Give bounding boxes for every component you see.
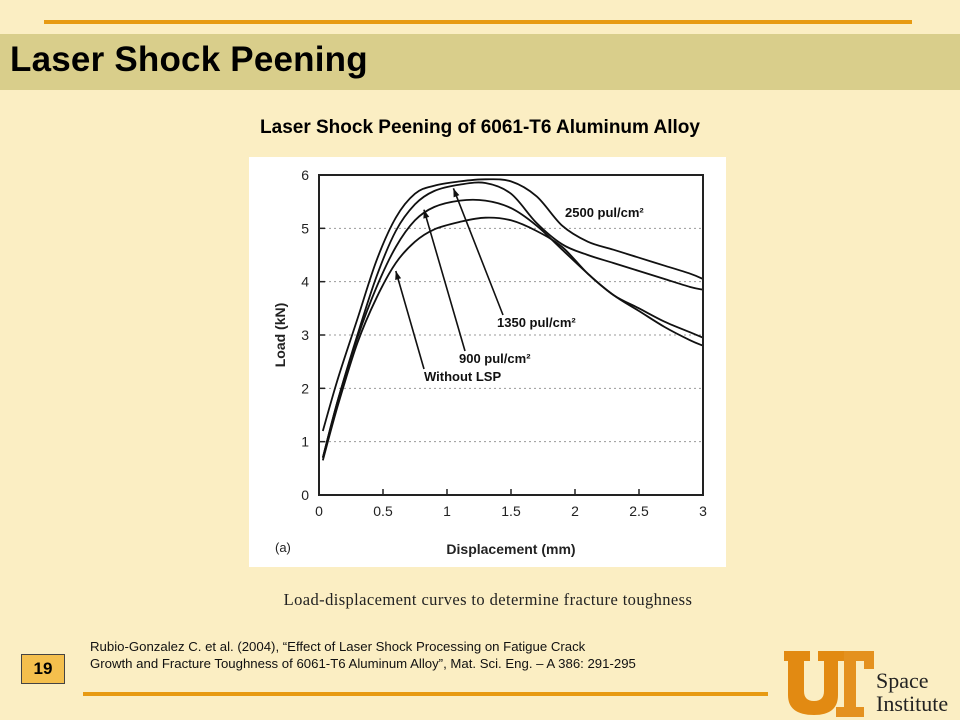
annotation-arrow-1	[452, 188, 504, 316]
x-tick-label: 0.5	[373, 503, 393, 519]
annotation-arrow-3	[395, 270, 425, 370]
title-bar	[0, 34, 960, 90]
series-line-2	[321, 198, 704, 458]
x-tick-label: 3	[699, 503, 707, 519]
y-tick-label: 6	[301, 167, 309, 183]
logo-text-institute: Institute	[876, 691, 949, 716]
ut-space-institute-logo: Space Institute	[780, 647, 960, 720]
y-tick-label: 3	[301, 327, 309, 343]
y-tick-label: 4	[301, 274, 309, 290]
logo-text-space: Space	[876, 668, 929, 693]
annotation-arrow-1-head	[453, 188, 460, 198]
x-tick-label: 2	[571, 503, 579, 519]
grid-layer	[319, 227, 703, 443]
annotation-label-0: 2500 pul/cm²	[565, 205, 644, 220]
x-tick-label: 1	[443, 503, 451, 519]
chart-title: Laser Shock Peening of 6061-T6 Aluminum …	[260, 117, 700, 138]
top-accent-rule	[44, 20, 912, 24]
ut-logo-mark-icon	[784, 651, 874, 717]
annotation-arrow-3-head	[395, 271, 402, 280]
annotation-label-3: Without LSP	[424, 369, 501, 384]
slide-title: Laser Shock Peening	[10, 40, 368, 79]
tick-layer: 0 1 2 3 4 5 6 0 0.5 1 1.5 2 2.5 3	[301, 167, 707, 519]
annotation-label-2: 900 pul/cm²	[459, 351, 531, 366]
x-tick-label: 2.5	[629, 503, 649, 519]
series-line-0	[321, 178, 704, 432]
x-tick-label: 0	[315, 503, 323, 519]
x-tick-label: 1.5	[501, 503, 521, 519]
y-tick-label: 2	[301, 380, 309, 396]
x-axis-label: Displacement (mm)	[446, 541, 575, 557]
bottom-accent-rule	[83, 692, 768, 696]
annotation-layer: 2500 pul/cm² 1350 pul/cm² 900 pul/cm² Witho…	[395, 188, 644, 384]
annotation-arrow-2-head	[423, 209, 430, 219]
y-tick-label: 5	[301, 220, 309, 236]
series-layer	[321, 178, 704, 461]
page-number-badge: 19	[21, 654, 65, 684]
series-line-1	[321, 181, 704, 458]
citation: Rubio-Gonzalez C. et al. (2004), “Effect…	[90, 638, 770, 672]
annotation-label-1: 1350 pul/cm²	[497, 315, 576, 330]
series-line-3	[321, 216, 704, 461]
citation-line-1: Rubio-Gonzalez C. et al. (2004), “Effect…	[90, 639, 586, 654]
citation-line-2: Growth and Fracture Toughness of 6061-T6…	[90, 656, 636, 671]
figure-panel: 2500 pul/cm² 1350 pul/cm² 900 pul/cm² Witho…	[249, 157, 726, 567]
y-tick-label: 1	[301, 434, 309, 450]
panel-label: (a)	[275, 540, 291, 555]
load-displacement-chart: 2500 pul/cm² 1350 pul/cm² 900 pul/cm² Witho…	[272, 167, 707, 557]
annotation-arrow-2	[423, 209, 466, 352]
y-tick-label: 0	[301, 487, 309, 503]
figure-caption: Load-displacement curves to determine fr…	[283, 590, 693, 609]
y-axis-label: Load (kN)	[272, 303, 288, 368]
